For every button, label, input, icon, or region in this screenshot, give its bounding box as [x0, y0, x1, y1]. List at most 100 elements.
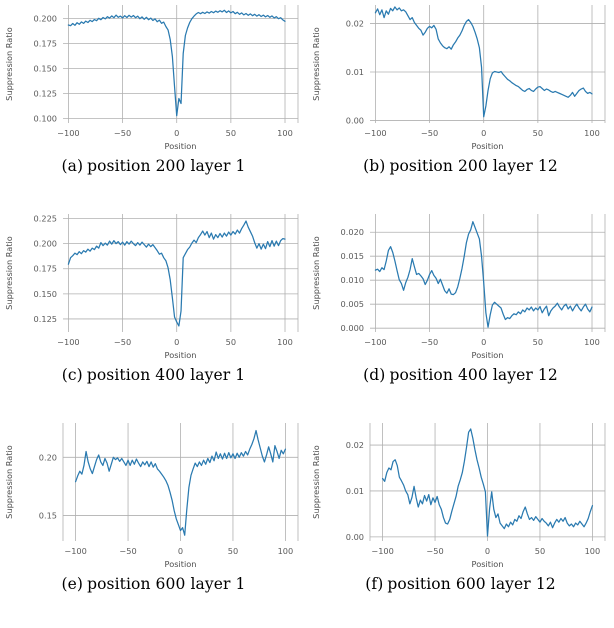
caption-f: (f) position 600 layer 12: [307, 575, 614, 593]
x-tick-label: 0: [481, 128, 486, 138]
caption-tag-d: (d): [363, 366, 386, 384]
x-tick-label: 0: [481, 337, 486, 347]
x-tick-label: 0: [485, 546, 490, 556]
plot-area-a: 0.100 0.125 0.150 0.175 0.200 −100 −50 0 50 100 Po…: [0, 0, 307, 160]
caption-text-b: position 200 layer 12: [389, 157, 558, 175]
y-axis-title: Suppression Ratio: [311, 27, 321, 101]
gridlines: [63, 423, 298, 541]
x-axis-title: Position: [165, 141, 197, 151]
y-axis-title: Suppression Ratio: [4, 445, 14, 519]
caption-d: (d) position 400 layer 12: [307, 366, 614, 384]
x-tick-label: −100: [364, 337, 387, 347]
x-tick-label: −50: [114, 128, 131, 138]
x-axis-title: Position: [472, 141, 504, 151]
y-tick-label: 0.015: [341, 251, 364, 261]
x-tick-label: 100: [584, 337, 600, 347]
x-tick-label: 0: [178, 546, 183, 556]
caption-text-a: position 200 layer 1: [87, 157, 246, 175]
figure-row-1: 0.100 0.125 0.150 0.175 0.200 −100 −50 0 50 100 Po…: [0, 0, 614, 209]
caption-a: (a) position 200 layer 1: [0, 157, 307, 175]
x-tick-label: 50: [226, 337, 236, 347]
y-tick-label: 0.125: [34, 89, 57, 99]
y-tick-label: 0.20: [39, 452, 57, 462]
caption-tag-a: (a): [61, 157, 84, 175]
y-tick-label: 0.00: [346, 532, 364, 542]
y-axis-title: Suppression Ratio: [4, 27, 14, 101]
x-tick-label: 50: [533, 128, 543, 138]
gridlines: [63, 5, 298, 123]
y-tick-label: 0.005: [341, 299, 364, 309]
caption-text-c: position 400 layer 1: [86, 366, 246, 384]
plot-area-c: 0.125 0.150 0.175 0.200 0.225 −100 −50 0 50 100 Po…: [0, 209, 307, 369]
caption-tag-e: (e): [61, 575, 84, 593]
y-tick-label: 0.175: [34, 39, 57, 49]
x-tick-label: −50: [426, 546, 443, 556]
x-tick-label: 100: [585, 546, 601, 556]
figure-row-2: 0.125 0.150 0.175 0.200 0.225 −100 −50 0 50 100 Po…: [0, 209, 614, 418]
x-axis-title: Position: [165, 559, 197, 569]
x-tick-label: 50: [535, 546, 545, 556]
y-tick-label: 0.02: [346, 440, 364, 450]
y-tick-label: 0.100: [34, 114, 57, 124]
chart-svg-f: 0.00 0.01 0.02 −100 −50 0 50 100 Position Suppres…: [311, 423, 606, 569]
caption-e: (e) position 600 layer 1: [0, 575, 307, 593]
y-tick-label: 0.01: [346, 486, 364, 496]
chart-svg-a: 0.100 0.125 0.150 0.175 0.200 −100 −50 0 50 100 Po…: [4, 5, 299, 151]
chart-svg-e: 0.15 0.20 −100 −50 0 50 100 Position Suppression…: [4, 423, 299, 569]
x-axis-title: Position: [472, 350, 504, 360]
x-tick-label: −50: [421, 337, 438, 347]
chart-svg-b: 0.00 0.01 0.02 −100 −50 0 50 100 Position Suppres…: [311, 5, 606, 151]
caption-text-d: position 400 layer 12: [389, 366, 558, 384]
x-tick-label: 50: [228, 546, 238, 556]
chart-svg-c: 0.125 0.150 0.175 0.200 0.225 −100 −50 0 50 100 Po…: [4, 214, 299, 360]
data-line-b: [374, 6, 593, 118]
x-tick-label: 0: [174, 128, 179, 138]
gridlines: [63, 214, 298, 332]
y-tick-label: 0.200: [34, 14, 57, 24]
y-axis-title: Suppression Ratio: [311, 236, 321, 310]
y-tick-label: 0.150: [34, 64, 57, 74]
data-line-d: [374, 221, 593, 328]
panel-c: 0.125 0.150 0.175 0.200 0.225 −100 −50 0 50 100 Po…: [0, 209, 307, 418]
y-tick-label: 0.000: [341, 323, 364, 333]
y-tick-label: 0.15: [39, 510, 57, 520]
x-tick-label: −100: [57, 337, 80, 347]
chart-svg-d: 0.000 0.005 0.010 0.015 0.020 −100 −50 0 50 100 Po…: [311, 214, 606, 360]
caption-text-f: position 600 layer 12: [387, 575, 556, 593]
figure-row-3: 0.15 0.20 −100 −50 0 50 100 Position Suppression…: [0, 418, 614, 627]
caption-tag-f: (f): [365, 575, 384, 593]
y-tick-label: 0.150: [34, 289, 57, 299]
panel-b: 0.00 0.01 0.02 −100 −50 0 50 100 Position Suppres…: [307, 0, 614, 209]
data-line-f: [381, 428, 594, 537]
x-tick-label: −50: [421, 128, 438, 138]
caption-tag-b: (b): [363, 157, 386, 175]
x-tick-label: −100: [371, 546, 394, 556]
x-tick-label: 0: [174, 337, 179, 347]
x-tick-label: 50: [533, 337, 543, 347]
x-tick-label: −100: [64, 546, 87, 556]
x-tick-label: −50: [119, 546, 136, 556]
caption-tag-c: (c): [61, 366, 83, 384]
plot-area-e: 0.15 0.20 −100 −50 0 50 100 Position Suppression…: [0, 418, 307, 578]
x-tick-label: −100: [364, 128, 387, 138]
caption-c: (c) position 400 layer 1: [0, 366, 307, 384]
x-tick-label: 50: [226, 128, 236, 138]
y-tick-label: 0.01: [346, 67, 364, 77]
y-tick-label: 0.175: [34, 264, 57, 274]
plot-area-d: 0.000 0.005 0.010 0.015 0.020 −100 −50 0 50 100 Po…: [307, 209, 614, 369]
panel-a: 0.100 0.125 0.150 0.175 0.200 −100 −50 0 50 100 Po…: [0, 0, 307, 209]
caption-text-e: position 600 layer 1: [87, 575, 246, 593]
panel-f: 0.00 0.01 0.02 −100 −50 0 50 100 Position Suppres…: [307, 418, 614, 627]
x-tick-label: 100: [278, 546, 294, 556]
data-line-c: [67, 220, 286, 327]
x-tick-label: −50: [114, 337, 131, 347]
x-tick-label: 100: [584, 128, 600, 138]
plot-area-b: 0.00 0.01 0.02 −100 −50 0 50 100 Position Suppres…: [307, 0, 614, 160]
x-axis-title: Position: [472, 559, 504, 569]
panel-d: 0.000 0.005 0.010 0.015 0.020 −100 −50 0 50 100 Po…: [307, 209, 614, 418]
y-tick-label: 0.02: [346, 18, 364, 28]
x-tick-label: 100: [277, 337, 293, 347]
gridlines: [370, 214, 605, 332]
y-tick-label: 0.010: [341, 275, 364, 285]
